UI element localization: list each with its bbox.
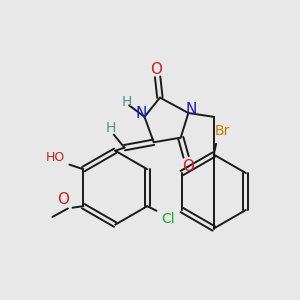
Text: N: N <box>186 102 197 117</box>
Text: Br: Br <box>214 124 230 139</box>
Text: O: O <box>182 159 194 174</box>
Text: O: O <box>57 192 69 207</box>
Text: N: N <box>136 106 147 121</box>
Text: H: H <box>105 122 116 135</box>
Text: Cl: Cl <box>161 212 175 226</box>
Text: O: O <box>150 61 162 76</box>
Text: HO: HO <box>46 151 65 164</box>
Text: H: H <box>122 95 132 109</box>
